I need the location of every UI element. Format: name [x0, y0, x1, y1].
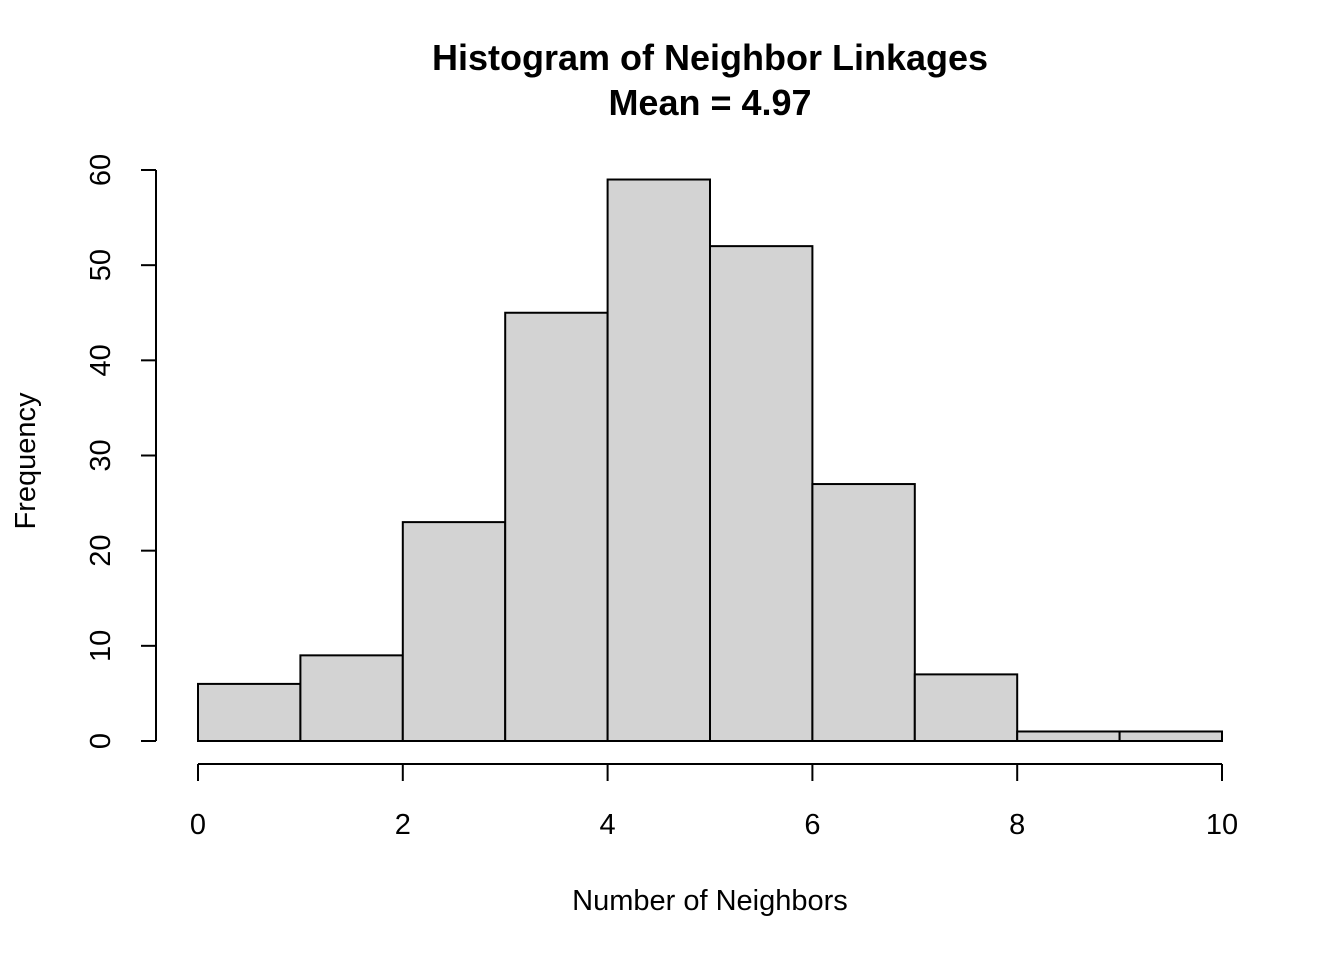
- histogram-bar-5: [709, 245, 814, 742]
- y-tick-label-2: 20: [85, 535, 117, 567]
- histogram-bar-4: [606, 178, 711, 742]
- x-tick-label-2: 4: [600, 809, 616, 841]
- y-tick-label-0: 0: [85, 733, 117, 749]
- chart-subtitle: Mean = 4.97: [608, 82, 811, 123]
- bars-group: [197, 178, 1223, 743]
- x-tick-label-4: 8: [1009, 809, 1025, 841]
- y-tick-label-3: 30: [85, 439, 117, 471]
- y-tick-label-6: 60: [85, 154, 117, 186]
- histogram-bar-0: [197, 682, 302, 743]
- histogram-bar-8: [1016, 730, 1121, 743]
- histogram-bar-7: [913, 673, 1019, 743]
- y-tick-label-5: 50: [85, 249, 117, 281]
- x-axis: 0 2 4 6 8 10: [190, 763, 1238, 841]
- x-tick-label-5: 10: [1206, 809, 1238, 841]
- histogram-bar-6: [811, 483, 916, 742]
- y-tick-label-4: 40: [85, 344, 117, 376]
- x-axis-label: Number of Neighbors: [572, 885, 848, 917]
- chart-title: Histogram of Neighbor Linkages: [432, 37, 988, 78]
- y-tick-label-1: 10: [85, 630, 117, 662]
- histogram-bar-9: [1118, 730, 1223, 743]
- histogram-bar-3: [504, 311, 609, 742]
- y-axis: 0 10 20 30 40 50 60: [85, 154, 157, 749]
- x-tick-label-3: 6: [804, 809, 820, 841]
- x-tick-label-0: 0: [190, 809, 206, 841]
- y-axis-label: Frequency: [10, 392, 42, 530]
- histogram-bar-1: [299, 654, 404, 742]
- x-tick-label-1: 2: [395, 809, 411, 841]
- histogram-bar-2: [401, 521, 507, 742]
